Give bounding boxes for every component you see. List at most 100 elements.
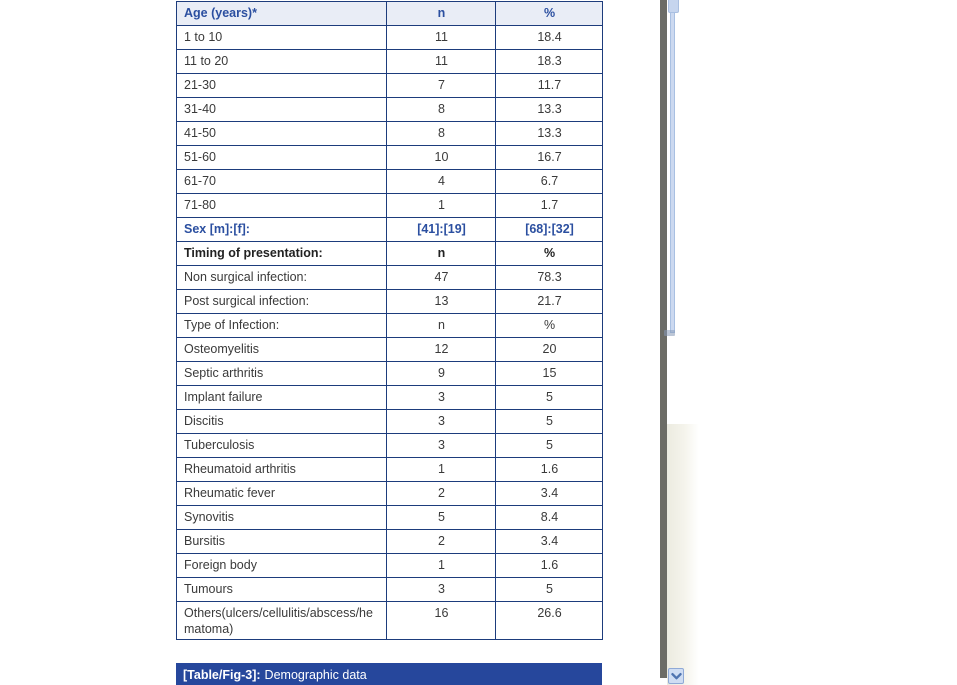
row-pct-value: 1.6 [495, 457, 603, 482]
col-header-age: Age (years)* [176, 1, 387, 26]
row-n-value: 1 [386, 553, 496, 578]
table-row: Rheumatic fever 2 3.4 [176, 481, 603, 506]
row-pct-value: 5 [495, 409, 603, 434]
row-pct-value: 1.7 [495, 193, 603, 218]
row-n-value: 11 [386, 25, 496, 50]
row-pct-value: 21.7 [495, 289, 603, 314]
row-label: 31-40 [176, 97, 387, 122]
table-row: Tuberculosis 3 5 [176, 433, 603, 458]
row-pct-value: 18.3 [495, 49, 603, 74]
col-header-n: n [386, 1, 496, 26]
table-row: Timing of presentation: n % [176, 241, 603, 266]
table-row: 41-50 8 13.3 [176, 121, 603, 146]
row-n-value: 9 [386, 361, 496, 386]
table-row: Implant failure 3 5 [176, 385, 603, 410]
col-header-pct: % [495, 1, 603, 26]
row-n-value: 5 [386, 505, 496, 530]
table-row: Discitis 3 5 [176, 409, 603, 434]
row-label: Non surgical infection: [176, 265, 387, 290]
row-label: 41-50 [176, 121, 387, 146]
row-n-value: 3 [386, 385, 496, 410]
row-pct-value: 1.6 [495, 553, 603, 578]
table-row: 21-30 7 11.7 [176, 73, 603, 98]
row-n-value: 1 [386, 457, 496, 482]
row-n-value: 2 [386, 529, 496, 554]
row-label: Sex [m]:[f]: [176, 217, 387, 242]
table-row: Others(ulcers/cellulitis/abscess/hematom… [176, 600, 603, 641]
table-row: Sex [m]:[f]: [41]:[19] [68]:[32] [176, 217, 603, 242]
row-pct-value: 5 [495, 385, 603, 410]
table-row: Osteomyelitis 12 20 [176, 337, 603, 362]
row-pct-value: 16.7 [495, 145, 603, 170]
scrollbar-thumb[interactable] [670, 12, 675, 333]
row-n-value: 3 [386, 409, 496, 434]
caption-tag: [Table/Fig-3]: [183, 668, 261, 682]
row-n-value: [41]:[19] [386, 217, 496, 242]
row-pct-value: 13.3 [495, 97, 603, 122]
row-n-value: 2 [386, 481, 496, 506]
row-pct-value: 11.7 [495, 73, 603, 98]
row-label: 61-70 [176, 169, 387, 194]
row-n-value: 11 [386, 49, 496, 74]
row-label: Timing of presentation: [176, 241, 387, 266]
table-row: Septic arthritis 9 15 [176, 361, 603, 386]
table-row: Type of Infection: n % [176, 313, 603, 338]
row-label: Septic arthritis [176, 361, 387, 386]
row-label: Discitis [176, 409, 387, 434]
table-header-row: Age (years)* n % [176, 1, 603, 26]
table-row: Post surgical infection: 13 21.7 [176, 289, 603, 314]
table-row: Tumours 3 5 [176, 577, 603, 602]
table-row: 31-40 8 13.3 [176, 97, 603, 122]
row-pct-value: 26.6 [495, 600, 603, 641]
table-row: Synovitis 5 8.4 [176, 505, 603, 530]
row-n-value: 16 [386, 600, 496, 641]
row-n-value: 4 [386, 169, 496, 194]
row-n-value: n [386, 313, 496, 338]
table-row: Rheumatoid arthritis 1 1.6 [176, 457, 603, 482]
scroll-down-button[interactable] [668, 668, 684, 684]
row-pct-value: 8.4 [495, 505, 603, 530]
row-n-value: 12 [386, 337, 496, 362]
row-pct-value: 20 [495, 337, 603, 362]
row-pct-value: % [495, 313, 603, 338]
row-label: Tuberculosis [176, 433, 387, 458]
row-label: Synovitis [176, 505, 387, 530]
row-n-value: 1 [386, 193, 496, 218]
row-label: Type of Infection: [176, 313, 387, 338]
scrollbar-grip-mark [664, 330, 675, 336]
document-page: Age (years)* n % 1 to 10 11 18.4 11 to 2… [176, 1, 603, 641]
row-n-value: 13 [386, 289, 496, 314]
table-row: 71-80 1 1.7 [176, 193, 603, 218]
row-pct-value: 5 [495, 433, 603, 458]
row-pct-value: 15 [495, 361, 603, 386]
table-row: Bursitis 2 3.4 [176, 529, 603, 554]
row-pct-value: 3.4 [495, 529, 603, 554]
row-label: 71-80 [176, 193, 387, 218]
row-label: 1 to 10 [176, 25, 387, 50]
row-label: Rheumatic fever [176, 481, 387, 506]
chevron-down-icon [670, 672, 682, 679]
row-pct-value: 5 [495, 577, 603, 602]
row-pct-value: % [495, 241, 603, 266]
row-pct-value: 13.3 [495, 121, 603, 146]
row-label: Foreign body [176, 553, 387, 578]
row-label: Post surgical infection: [176, 289, 387, 314]
table-row: Foreign body 1 1.6 [176, 553, 603, 578]
row-label: Implant failure [176, 385, 387, 410]
row-n-value: n [386, 241, 496, 266]
viewer-background-strip [667, 424, 699, 685]
row-label: 21-30 [176, 73, 387, 98]
table-row: 11 to 20 11 18.3 [176, 49, 603, 74]
row-label: Rheumatoid arthritis [176, 457, 387, 482]
row-n-value: 7 [386, 73, 496, 98]
row-pct-value: 3.4 [495, 481, 603, 506]
row-n-value: 3 [386, 577, 496, 602]
vertical-divider-bar [660, 0, 667, 678]
row-label: Tumours [176, 577, 387, 602]
demographic-table: Age (years)* n % 1 to 10 11 18.4 11 to 2… [176, 1, 603, 641]
row-pct-value: 18.4 [495, 25, 603, 50]
row-n-value: 8 [386, 97, 496, 122]
row-n-value: 3 [386, 433, 496, 458]
caption-text: Demographic data [264, 668, 367, 682]
table-caption: [Table/Fig-3]: Demographic data [176, 663, 602, 685]
